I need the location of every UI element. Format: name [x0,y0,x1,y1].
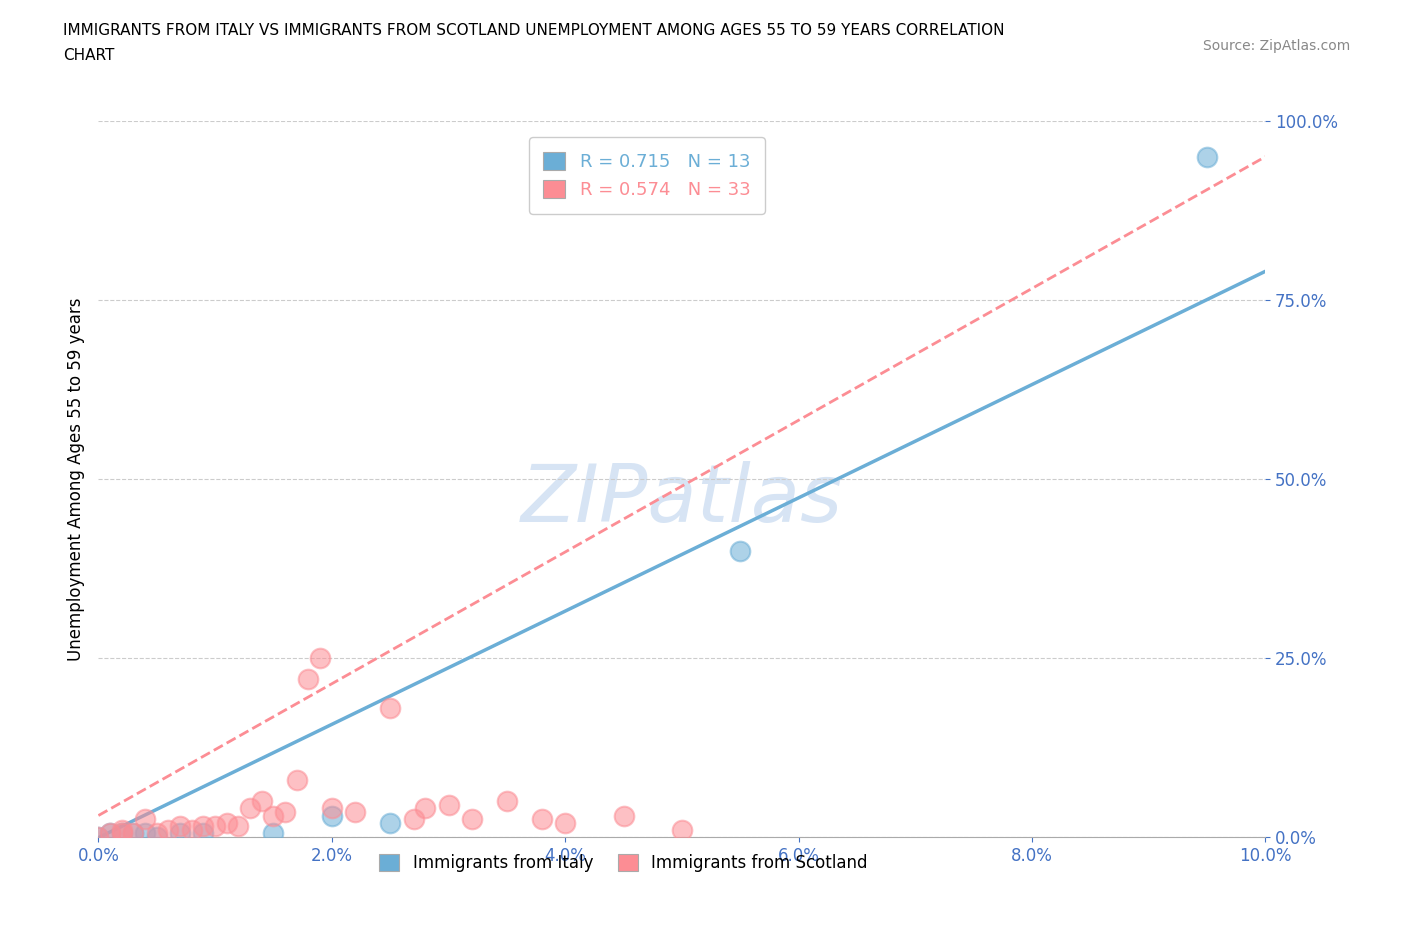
Point [380,700,402,715]
Point [111,826,134,841]
Point [87,830,110,844]
Point [157,822,180,837]
Text: Source: ZipAtlas.com: Source: ZipAtlas.com [1202,39,1350,53]
Y-axis label: Unemployment Among Ages 55 to 59 years: Unemployment Among Ages 55 to 59 years [66,298,84,660]
Point [169,818,191,833]
Point [122,826,145,841]
Text: CHART: CHART [63,48,115,63]
Point [262,808,284,823]
Point [122,826,145,841]
Point [402,812,425,827]
Point [98,826,121,841]
Point [413,801,436,816]
Point [321,808,343,823]
Point [262,826,284,841]
Point [554,816,576,830]
Point [204,818,226,833]
Point [193,826,215,841]
Point [87,830,110,844]
Point [180,822,202,837]
Point [496,794,519,809]
Point [285,772,308,787]
Point [193,818,215,833]
Point [250,794,273,809]
Point [274,804,297,819]
Point [169,826,191,841]
Point [98,826,121,841]
Point [134,812,156,827]
Legend: Immigrants from Italy, Immigrants from Scotland: Immigrants from Italy, Immigrants from S… [373,847,875,879]
Point [297,672,319,687]
Point [239,801,262,816]
Point [146,830,169,844]
Point [730,543,752,558]
Point [228,818,250,833]
Point [134,826,156,841]
Point [321,801,343,816]
Point [215,816,238,830]
Point [530,812,553,827]
Point [344,804,367,819]
Point [111,826,134,841]
Point [146,826,169,841]
Text: ZIPatlas: ZIPatlas [520,461,844,539]
Point [437,797,460,812]
Point [380,816,402,830]
Point [612,808,634,823]
Point [309,651,332,666]
Text: IMMIGRANTS FROM ITALY VS IMMIGRANTS FROM SCOTLAND UNEMPLOYMENT AMONG AGES 55 TO : IMMIGRANTS FROM ITALY VS IMMIGRANTS FROM… [63,23,1005,38]
Point [461,812,484,827]
Point [111,822,134,837]
Point [671,822,693,837]
Point [1195,150,1218,165]
